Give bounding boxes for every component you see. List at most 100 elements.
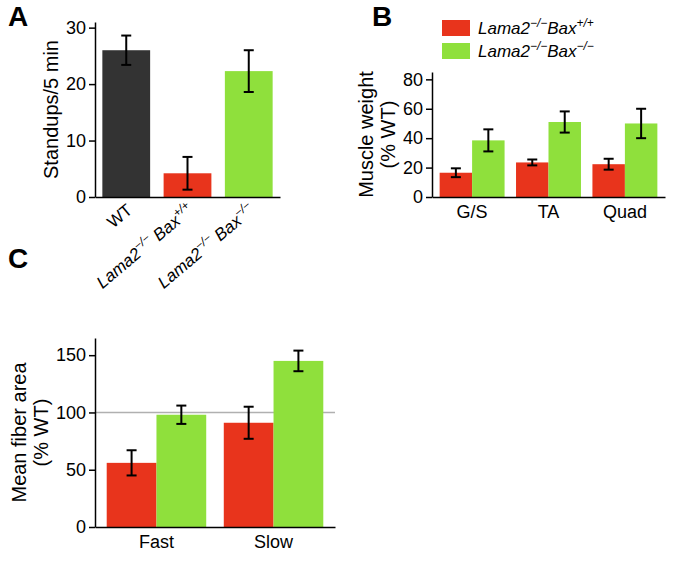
x-axis: WTLama2−/− Bax+/+Lama2−/− Bax−/−	[91, 197, 281, 292]
y-tick-mark	[89, 469, 95, 471]
x-tick: WT	[104, 197, 136, 232]
error-cap	[127, 449, 137, 451]
error-stem	[564, 111, 566, 132]
error-stem	[131, 450, 133, 475]
label-part: Lama2	[478, 19, 531, 38]
y-tick-label: 150	[56, 345, 86, 365]
y-tick: 20	[403, 158, 432, 178]
error-stem	[455, 168, 457, 177]
y-tick-mark	[426, 167, 432, 169]
error-bar	[293, 351, 303, 372]
error-cap	[121, 35, 131, 37]
error-cap	[127, 474, 137, 476]
error-bar	[244, 50, 254, 92]
x-tick: G/S	[457, 197, 488, 222]
panel: C050100150FastSlowMean fiber area(% WT)	[8, 243, 336, 552]
y-tick: 40	[403, 128, 432, 148]
y-tick-label: 80	[403, 70, 423, 90]
y-tick: 100	[56, 403, 95, 423]
panel: A0102030WTLama2−/− Bax+/+Lama2−/− Bax−/−…	[8, 1, 281, 292]
x-tick: Lama2−/− Bax−/−	[152, 197, 258, 292]
y-tick-mark	[426, 138, 432, 140]
error-cap	[121, 64, 131, 66]
y-tick-label: 50	[66, 460, 86, 480]
y-tick-label: 20	[403, 158, 423, 178]
y-tick-mark	[426, 79, 432, 81]
error-bar	[560, 111, 570, 132]
error-cap	[244, 406, 254, 408]
error-cap	[604, 169, 614, 171]
error-cap	[560, 110, 570, 112]
y-tick: 20	[66, 74, 95, 94]
x-axis-line	[96, 197, 281, 199]
error-bar	[127, 450, 137, 475]
x-tick-label: Fast	[139, 532, 174, 552]
label-part: −/−	[576, 39, 593, 53]
panel: B020406080G/STAQuadMuscle weight(% WT)La…	[355, 1, 666, 222]
label-part: −/−	[231, 198, 253, 220]
bar	[224, 423, 274, 527]
error-cap	[244, 438, 254, 440]
plot-area	[102, 36, 272, 197]
y-tick-mark	[426, 197, 432, 199]
y-tick: 0	[76, 187, 95, 207]
error-stem	[187, 157, 189, 190]
y-tick-mark	[89, 84, 95, 86]
y-tick: 50	[66, 460, 95, 480]
error-bar	[183, 157, 193, 190]
y-tick-mark	[89, 27, 95, 29]
x-tick-label: G/S	[457, 202, 488, 222]
y-tick-label: 0	[76, 517, 86, 537]
legend-swatch	[442, 43, 470, 59]
x-axis-line	[433, 197, 666, 199]
error-stem	[248, 407, 250, 439]
label-part: Slow	[254, 532, 294, 552]
chart-container: A0102030WTLama2−/− Bax+/+Lama2−/− Bax−/−…	[0, 0, 700, 568]
error-cap	[176, 423, 186, 425]
x-tick-label: Lama2−/− Bax−/−	[152, 198, 258, 292]
y-tick: 60	[403, 99, 432, 119]
error-cap	[483, 150, 493, 152]
error-bar	[176, 406, 186, 424]
x-tick-label: TA	[538, 202, 560, 222]
error-stem	[640, 109, 642, 138]
y-axis-title: (% WT)	[377, 101, 399, 169]
legend-label: Lama2−/−Bax−/−	[478, 39, 594, 61]
label-part: TA	[538, 202, 560, 222]
y-axis: 0 50 100 150	[56, 339, 96, 538]
label-part: Bax	[547, 19, 577, 38]
label-part: −/−	[530, 16, 547, 30]
error-bar	[604, 159, 614, 170]
error-cap	[176, 405, 186, 407]
error-cap	[604, 158, 614, 160]
y-axis-title: Muscle weight	[355, 71, 377, 198]
error-stem	[297, 351, 299, 372]
error-cap	[527, 164, 537, 166]
bar	[102, 50, 150, 197]
x-axis-line	[96, 527, 336, 529]
error-stem	[487, 129, 489, 151]
label-part: WT	[104, 200, 136, 232]
y-tick: 0	[413, 187, 432, 207]
legend: Lama2−/−Bax+/+Lama2−/−Bax−/−	[442, 16, 594, 61]
legend-label: Lama2−/−Bax+/+	[478, 16, 594, 38]
x-tick-label: WT	[104, 200, 136, 232]
error-stem	[608, 159, 610, 170]
x-tick: Slow	[254, 527, 294, 552]
y-tick-mark	[89, 412, 95, 414]
y-tick-label: 100	[56, 403, 86, 423]
label-part: Bax	[547, 42, 577, 61]
x-axis: G/STAQuad	[433, 197, 666, 222]
y-axis: 0 20 40 60 80	[403, 70, 433, 208]
y-tick-mark	[426, 109, 432, 111]
error-cap	[636, 108, 646, 110]
y-tick-label: 0	[413, 187, 423, 207]
error-cap	[483, 128, 493, 130]
y-tick: 80	[403, 70, 432, 90]
y-tick: 0	[76, 517, 95, 537]
error-cap	[451, 167, 461, 169]
y-tick-mark	[89, 140, 95, 142]
panel-letter: A	[8, 1, 28, 32]
error-stem	[248, 50, 250, 92]
error-bar	[483, 129, 493, 151]
